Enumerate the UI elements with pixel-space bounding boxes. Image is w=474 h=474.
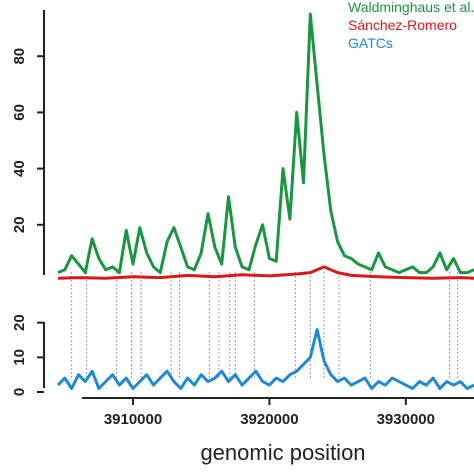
legend-entry-gatcs: GATCs <box>348 35 393 51</box>
x-axis-title: genomic position <box>200 440 365 465</box>
series-line <box>57 12 474 275</box>
axes <box>43 10 474 399</box>
guide-lines <box>71 272 459 380</box>
y-tick-label: 80 <box>11 48 28 65</box>
x-tick-label: 3910000 <box>104 411 162 428</box>
y-tick-label: 20 <box>11 314 28 331</box>
legend-entry-waldminghaus: Waldminghaus et al. <box>348 0 474 15</box>
series-line <box>57 265 474 280</box>
y-ticks: 20 40 60 80 0 10 20 <box>11 48 44 396</box>
y-tick-label: 10 <box>11 349 28 366</box>
x-ticks: 3910000 3920000 3930000 <box>104 398 435 428</box>
y-tick-label: 40 <box>11 160 28 177</box>
y-tick-label: 60 <box>11 104 28 121</box>
legend: Waldminghaus et al. Sánchez-Romero GATCs <box>348 0 474 51</box>
y-tick-label: 20 <box>11 216 28 233</box>
x-tick-label: 3930000 <box>377 411 435 428</box>
x-tick-label: 3920000 <box>240 411 298 428</box>
legend-entry-sanchez: Sánchez-Romero <box>348 17 457 33</box>
series-lines <box>56 12 474 390</box>
series-line <box>56 328 474 390</box>
y-tick-label: 0 <box>11 388 28 396</box>
